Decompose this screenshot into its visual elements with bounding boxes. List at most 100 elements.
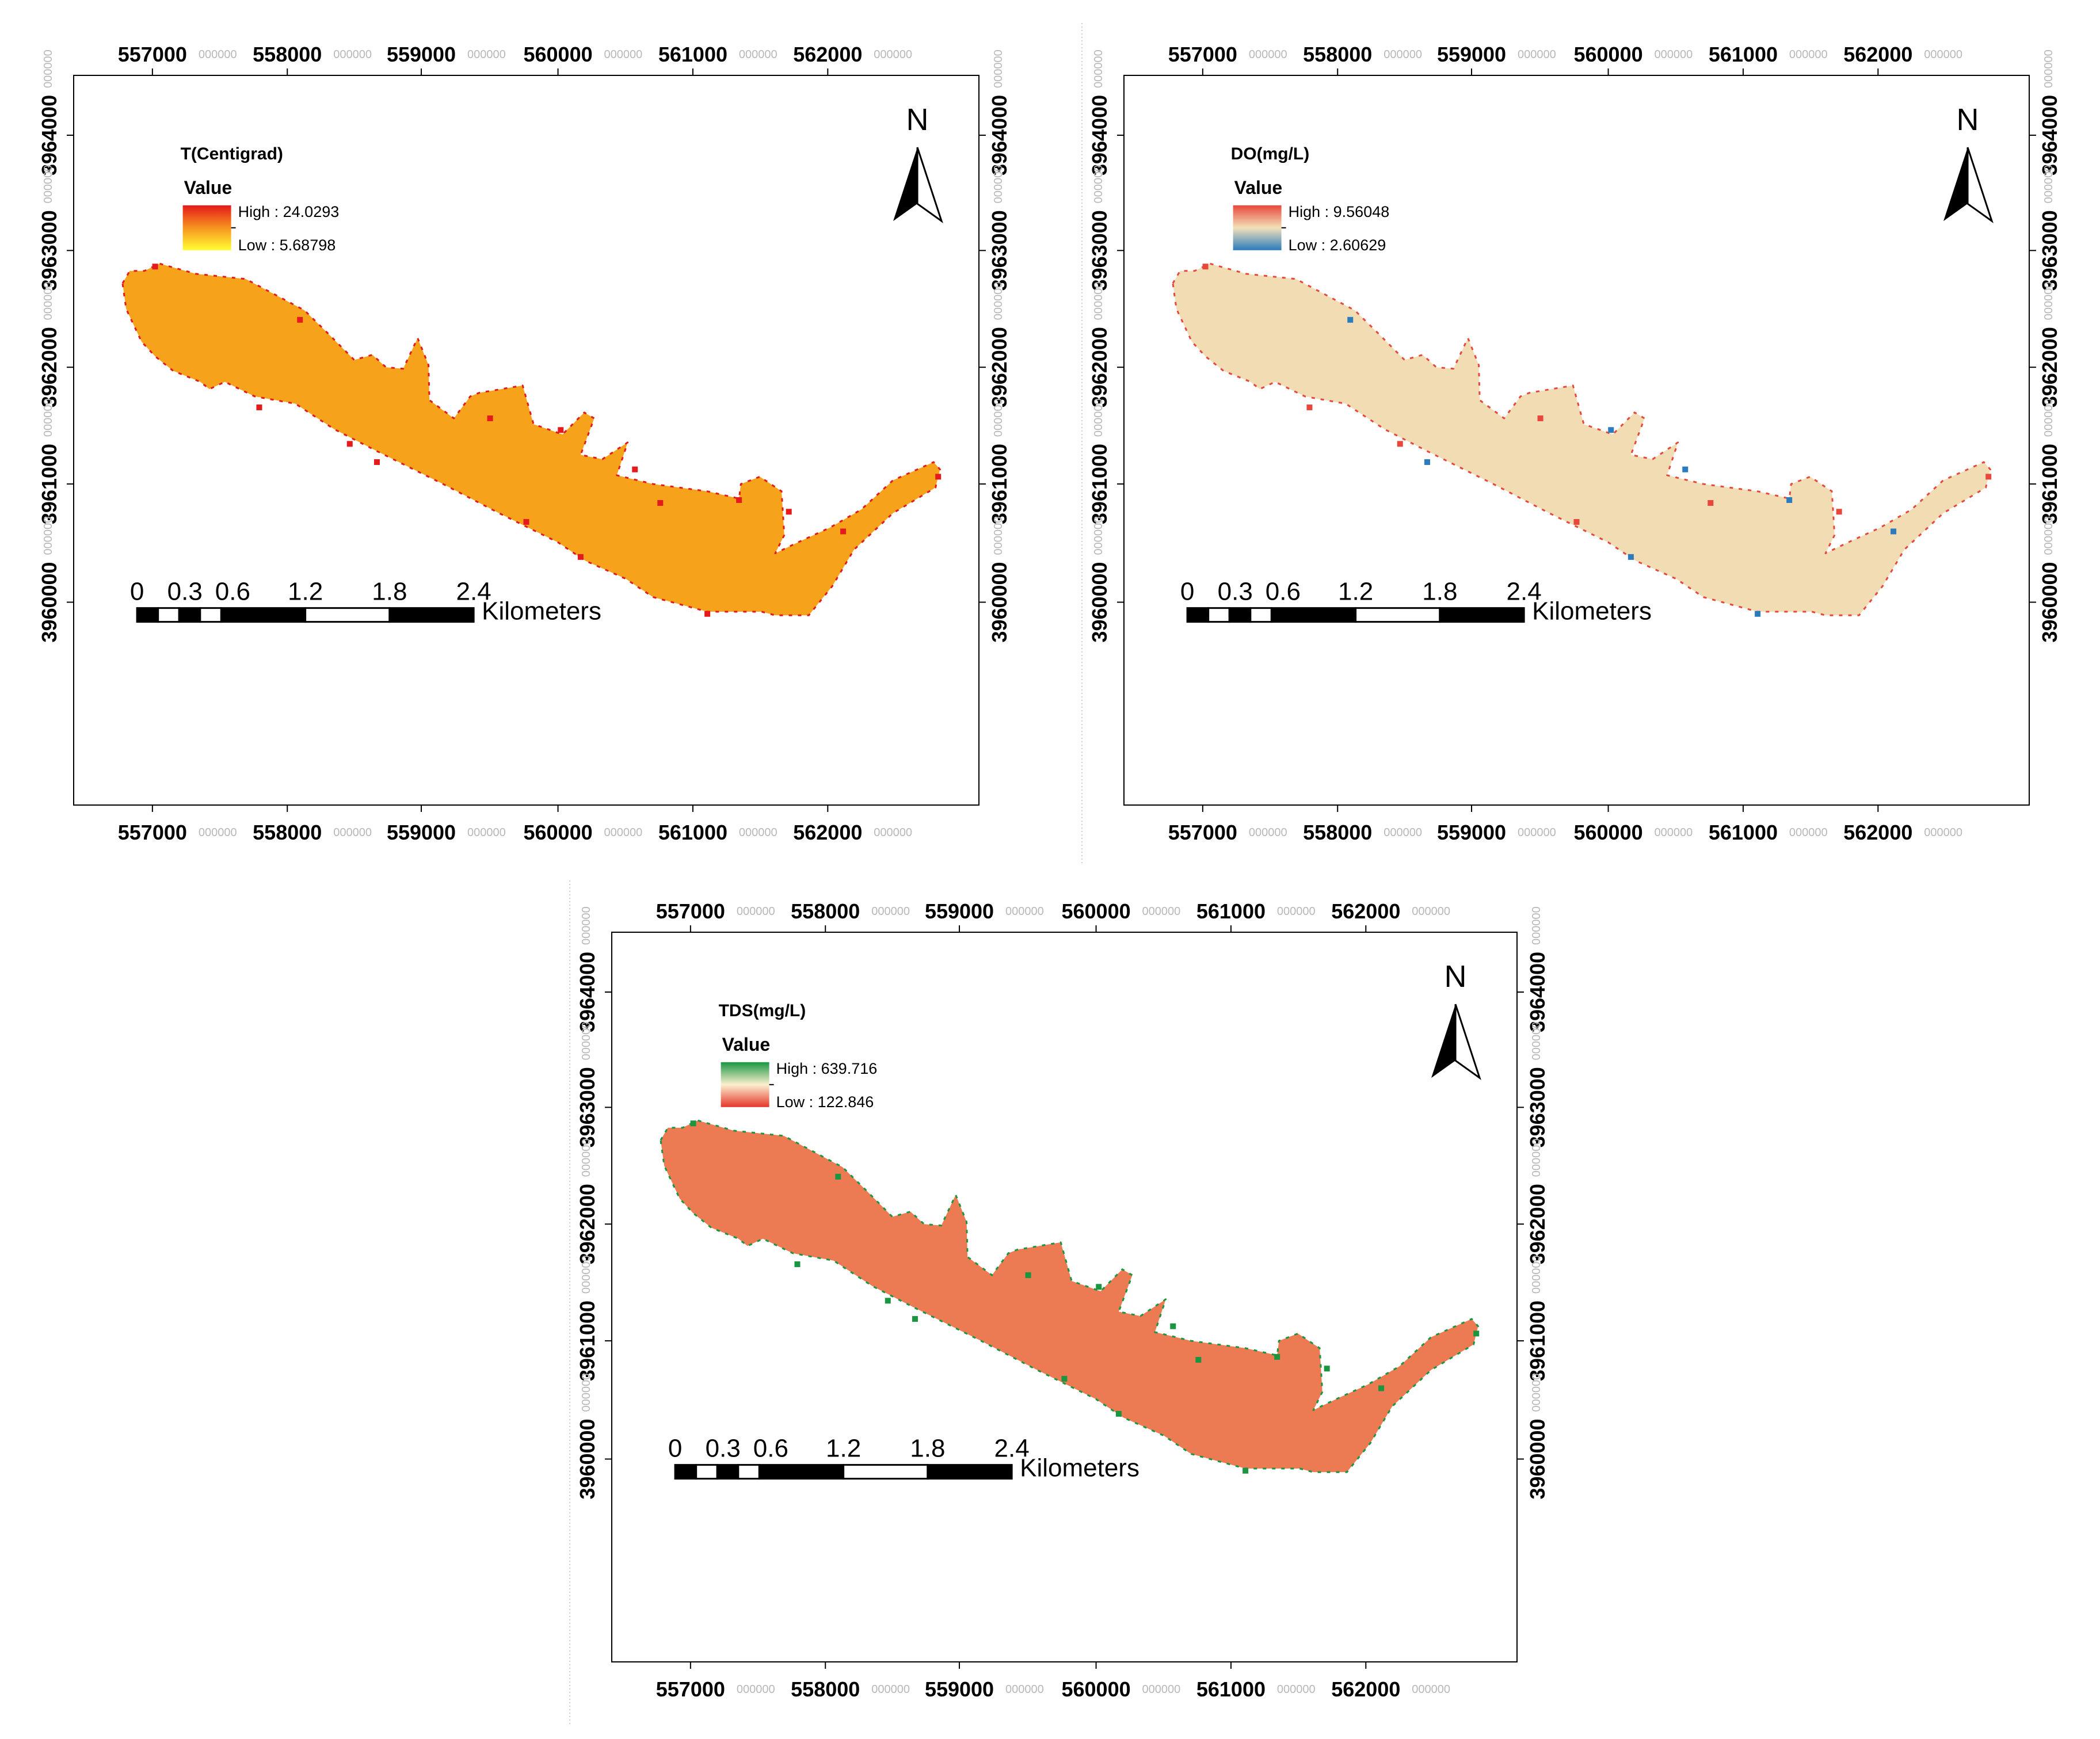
grid-label-decimal: 000000	[2042, 517, 2055, 555]
grid-label-decimal: 000000	[604, 826, 643, 839]
grid-label-decimal: 000000	[1092, 398, 1105, 437]
scale-bar-unit: Kilometers	[1020, 1454, 1139, 1482]
grid-label-bottom: 559000	[387, 821, 456, 844]
grid-label-right: 3964000	[988, 95, 1011, 176]
lake-edge-pixel	[346, 441, 353, 447]
grid-label-decimal: 000000	[467, 48, 506, 61]
grid-label-decimal: 000000	[737, 1683, 775, 1696]
lake-edge-pixel	[840, 528, 847, 535]
lake-edge-pixel	[835, 1173, 841, 1180]
legend-low-label: Low : 122.846	[776, 1093, 874, 1111]
grid-label-bottom: 560000	[1061, 1677, 1130, 1701]
grid-label-top: 561000	[658, 43, 727, 66]
scale-bar-segment	[1439, 607, 1525, 623]
grid-label-decimal: 000000	[580, 1022, 593, 1061]
lake-edge-pixel	[1324, 1366, 1330, 1372]
grid-label-bottom: 560000	[523, 821, 592, 844]
grid-label-bottom: 559000	[1437, 821, 1506, 844]
legend-title: TDS(mg/L)	[719, 1001, 806, 1020]
scale-bar-segment	[758, 1464, 845, 1480]
scale-bar-segment	[157, 607, 180, 623]
lake-edge-pixel	[912, 1316, 918, 1322]
grid-label-bottom: 562000	[1331, 1677, 1400, 1701]
grid-label-top: 557000	[118, 43, 187, 66]
legend-color-ramp	[721, 1062, 769, 1107]
scale-bar-tick-label: 1.8	[910, 1435, 945, 1463]
grid-label-decimal: 000000	[992, 49, 1005, 88]
grid-label-decimal: 000000	[42, 398, 55, 437]
grid-label-right: 3962000	[988, 327, 1011, 407]
lake-edge-pixel	[1628, 554, 1634, 560]
lake-edge-pixel	[1274, 1353, 1280, 1360]
grid-label-left: 3962000	[1088, 327, 1111, 407]
north-arrow-icon	[893, 147, 918, 222]
grid-label-bottom: 558000	[791, 1677, 860, 1701]
grid-label-decimal: 000000	[992, 281, 1005, 320]
grid-label-decimal: 000000	[1277, 905, 1316, 918]
grid-label-decimal: 000000	[1384, 826, 1422, 839]
scale-bar-segment	[674, 1464, 698, 1480]
lake-edge-pixel	[657, 500, 664, 506]
grid-label-left: 3964000	[576, 952, 599, 1032]
north-label: N	[906, 102, 929, 137]
lake-edge-pixel	[1195, 1357, 1202, 1363]
grid-label-right: 3960000	[988, 562, 1011, 642]
grid-label-decimal: 000000	[1092, 517, 1105, 555]
grid-label-decimal: 000000	[1530, 906, 1543, 945]
grid-label-top: 558000	[253, 43, 322, 66]
grid-label-decimal: 000000	[739, 48, 778, 61]
scale-bar-segment	[1207, 607, 1230, 623]
lake-edge-pixel	[1891, 528, 1897, 535]
grid-label-decimal: 000000	[1092, 49, 1105, 88]
grid-label-decimal: 000000	[1924, 826, 1962, 839]
grid-label-left: 3962000	[37, 327, 61, 407]
scale-bar-tick-label: 1.8	[1422, 578, 1457, 606]
lake-edge-pixel	[690, 1120, 696, 1127]
scale-bar-tick-label: 1.2	[1338, 578, 1373, 606]
grid-label-decimal: 000000	[1142, 905, 1181, 918]
scale-bar-unit: Kilometers	[1532, 597, 1652, 626]
grid-label-decimal: 000000	[580, 1374, 593, 1412]
grid-label-left: 3962000	[576, 1184, 599, 1264]
grid-label-decimal: 000000	[199, 826, 237, 839]
grid-label-decimal: 000000	[42, 281, 55, 320]
lake-edge-pixel	[885, 1298, 891, 1304]
scale-bar-tick-label: 0.6	[753, 1435, 788, 1463]
grid-label-decimal: 000000	[580, 1255, 593, 1294]
scale-bar-tick-label: 1.8	[372, 578, 407, 606]
grid-label-bottom: 562000	[1843, 821, 1912, 844]
scale-bar-segment	[178, 607, 201, 623]
grid-label-decimal: 000000	[871, 905, 910, 918]
lake-edge-pixel	[1397, 441, 1403, 447]
scale-bar-segment	[843, 1464, 929, 1480]
lake-edge-pixel	[1170, 1323, 1176, 1329]
north-label: N	[1445, 959, 1467, 994]
grid-label-decimal: 000000	[580, 1138, 593, 1177]
grid-label-decimal: 000000	[1530, 1022, 1543, 1061]
grid-label-bottom: 559000	[925, 1677, 994, 1701]
grid-label-decimal: 000000	[874, 48, 912, 61]
grid-label-decimal: 000000	[1249, 48, 1287, 61]
grid-label-decimal: 000000	[1412, 1683, 1450, 1696]
scale-bar-unit: Kilometers	[482, 597, 601, 626]
grid-label-decimal: 000000	[42, 165, 55, 204]
grid-label-bottom: 561000	[1709, 821, 1778, 844]
grid-label-decimal: 000000	[1518, 48, 1556, 61]
lake-edge-pixel	[1424, 459, 1430, 466]
grid-label-decimal: 000000	[42, 517, 55, 555]
scale-bar-segment	[1249, 607, 1272, 623]
lake-edge-pixel	[1473, 1330, 1480, 1337]
grid-label-left: 3963000	[37, 210, 61, 291]
scale-bar-segment	[1270, 607, 1357, 623]
legend-high-label: High : 9.56048	[1289, 203, 1390, 220]
lake-edge-pixel	[1755, 611, 1761, 617]
grid-label-left: 3964000	[37, 95, 61, 176]
grid-label-decimal: 000000	[992, 517, 1005, 555]
lake-edge-pixel	[1115, 1410, 1122, 1417]
grid-label-left: 3961000	[1088, 444, 1111, 524]
grid-label-right: 3962000	[2038, 327, 2061, 407]
grid-label-top: 559000	[387, 43, 456, 66]
grid-label-decimal: 000000	[580, 906, 593, 945]
grid-label-bottom: 558000	[1303, 821, 1372, 844]
north-label: N	[1957, 102, 1979, 137]
